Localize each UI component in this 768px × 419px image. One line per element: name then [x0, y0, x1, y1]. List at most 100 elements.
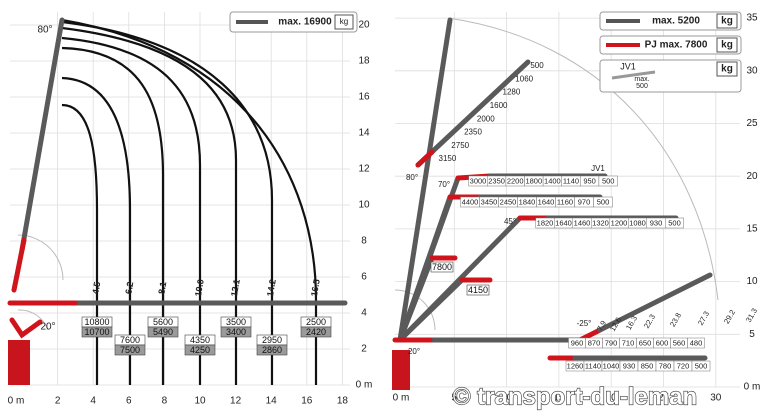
load-label: 1260 — [567, 361, 584, 370]
load-label: 10700 — [84, 327, 109, 337]
load-label: 710 — [622, 338, 635, 347]
y-tick-label: 14 — [358, 128, 370, 139]
radius-label: 10.0 — [193, 278, 206, 297]
radius-label: 4.5 — [90, 281, 102, 295]
load-label: 1140 — [563, 176, 579, 185]
x-tick-label: 18 — [337, 396, 349, 407]
radius-label: 16.5 — [309, 278, 322, 297]
load-label: 1040 — [603, 361, 620, 370]
column — [9, 317, 43, 339]
load-label: 1400 — [544, 176, 561, 185]
legend-swatch — [611, 70, 656, 80]
angle-label: 80° — [37, 25, 52, 36]
y-tick-label: 0 m — [744, 382, 761, 393]
load-label: 1840 — [519, 197, 536, 206]
y-tick-label: 16 — [358, 92, 370, 103]
load-label: 950 — [583, 176, 596, 185]
y-tick-label: 6 — [361, 272, 367, 283]
legend-box — [599, 59, 742, 93]
load-label: 7600 — [120, 335, 140, 345]
label-box — [430, 261, 454, 273]
load-label: 780 — [659, 361, 672, 370]
load-label: 870 — [588, 338, 601, 347]
load-label: 560 — [673, 338, 686, 347]
y-tick-label: 2 — [361, 344, 367, 355]
load-label: 500 — [530, 61, 544, 70]
y-tick-label: 10 — [746, 276, 758, 287]
load-curve — [61, 103, 99, 385]
load-label: 4400 — [462, 197, 479, 206]
load-label: 1060 — [515, 74, 533, 83]
x-tick-label: 0 m — [393, 393, 410, 404]
x-tick-label: 4 — [90, 396, 96, 407]
load-label: 790 — [605, 338, 618, 347]
load-label: 2450 — [500, 197, 517, 206]
legend-unit: kg — [721, 16, 733, 27]
crane-column — [392, 350, 410, 390]
load-label: 500 — [668, 218, 681, 227]
load-label: 500 — [695, 361, 708, 370]
boom-pj2 — [397, 277, 465, 343]
load-label: 480 — [690, 338, 703, 347]
y-tick-label: 35 — [746, 13, 758, 24]
load-label: 2950 — [262, 335, 282, 345]
angle-arc — [17, 309, 49, 331]
y-tick-label: 15 — [746, 224, 758, 235]
y-tick-label: 20 — [358, 20, 370, 31]
load-label: 1160 — [557, 197, 573, 206]
radius-label: 12.1 — [229, 278, 242, 297]
angle-label: 70° — [438, 180, 450, 189]
radius-label: 8.1 — [156, 281, 168, 295]
load-label: 4250 — [190, 345, 210, 355]
load-label: 500 — [597, 197, 610, 206]
label-box — [300, 326, 332, 338]
y-tick-label: 12 — [358, 164, 370, 175]
y-tick-label: 20 — [746, 171, 758, 182]
legend-box — [599, 11, 742, 31]
legend-unit: kg — [721, 40, 733, 51]
load-label: 5600 — [153, 317, 173, 327]
radius-label: 14.2 — [265, 278, 278, 297]
load-label: 7800 — [432, 262, 452, 272]
boom-raised — [19, 17, 65, 253]
load-curve — [61, 26, 238, 385]
x-tick-label: 0 m — [8, 396, 25, 407]
unit-box — [716, 37, 738, 53]
label-box — [466, 284, 490, 296]
jib-joint — [415, 149, 435, 168]
legend-sub: max. — [634, 76, 649, 83]
radius-label: 6.2 — [123, 281, 135, 295]
x-tick-label: 14 — [266, 396, 278, 407]
label-box — [147, 326, 179, 338]
x-tick-label: 10 — [194, 396, 206, 407]
label-box — [691, 360, 711, 372]
y-tick-label: 18 — [358, 56, 370, 67]
legend-unit: kg — [721, 64, 733, 75]
angle-label: 80° — [406, 173, 418, 182]
jib-80 — [415, 59, 531, 168]
load-label: 10800 — [84, 317, 109, 327]
jv1-label: JV1 — [591, 164, 605, 173]
label-box — [598, 175, 618, 187]
load-label: 4150 — [468, 285, 488, 295]
load-label: 2350 — [488, 176, 505, 185]
legend-label: max. 16900 — [278, 17, 332, 28]
y-tick-label: 30 — [746, 65, 758, 76]
load-curve — [61, 46, 165, 385]
label-box — [687, 337, 705, 349]
load-label: 1280 — [503, 88, 521, 97]
angle-label: 20° — [408, 347, 420, 356]
load-label: 1800 — [525, 176, 542, 185]
label-box — [184, 344, 216, 356]
unit-box — [716, 13, 738, 29]
y-tick-label: 4 — [361, 308, 367, 319]
x-tick-label: 12 — [230, 396, 242, 407]
watermark: © transport-du-leman — [453, 383, 697, 410]
load-label: 960 — [571, 338, 584, 347]
jib-low — [597, 272, 713, 333]
load-label: 930 — [623, 361, 636, 370]
load-label: 2200 — [507, 176, 524, 185]
load-label: 1640 — [555, 218, 572, 227]
load-label: 1200 — [611, 218, 628, 227]
